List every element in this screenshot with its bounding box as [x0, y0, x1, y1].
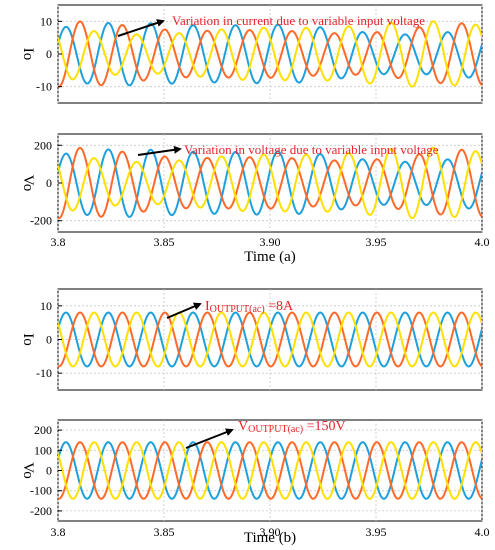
series-line-1 — [58, 311, 482, 368]
series-line-3 — [58, 20, 482, 88]
y-tick-label: -10 — [36, 80, 52, 94]
annotation-arrow — [166, 302, 202, 319]
series-line-3 — [58, 441, 482, 500]
annotation-text: IOUTPUT(ac) =8A — [205, 299, 294, 315]
y-tick-label: -100 — [30, 484, 52, 498]
annotation-arrow — [185, 428, 234, 449]
annotation-sub: OUTPUT(ac) — [248, 424, 303, 435]
x-axis-label: Time (b) — [244, 530, 296, 546]
series-group — [58, 146, 482, 220]
series-group — [58, 441, 482, 500]
y-tick-label: 0 — [46, 47, 52, 61]
annotation-sub: OUTPUT(ac) — [210, 304, 265, 315]
annotation-value: =150V — [303, 419, 346, 434]
y-tick-label: 0 — [46, 464, 52, 478]
annotation-main: I — [205, 299, 210, 314]
y-tick-label: 0 — [46, 176, 52, 190]
y-tick-label: 0 — [46, 333, 52, 347]
annotation-arrow — [137, 145, 182, 156]
x-tick-label: 4.0 — [475, 235, 490, 249]
x-tick-label: 3.85 — [154, 525, 175, 539]
series-line-2 — [58, 20, 482, 88]
series-line-3 — [58, 311, 482, 368]
panel-b-voltage: 200 100 0 -100 -200 Vo 3.8 3.85 3.90 3.95 4.0 Time … — [20, 419, 490, 546]
x-axis-label: Time (a) — [244, 249, 296, 265]
panel-a-current: 10 0 -10 Io Variation in current due to vari… — [20, 4, 483, 104]
x-tick-label: 3.95 — [366, 525, 387, 539]
annotation-arrow — [117, 19, 165, 37]
x-tick-label: 3.90 — [260, 525, 281, 539]
y-tick-label: 200 — [34, 138, 52, 152]
y-axis-label: Io — [20, 333, 36, 346]
series-line-3 — [58, 146, 482, 220]
y-tick-label: -200 — [30, 214, 52, 228]
y-tick-label: 10 — [40, 14, 52, 28]
series-line-2 — [58, 441, 482, 500]
series-line-1 — [58, 441, 482, 500]
x-tick-label: 3.8 — [51, 235, 66, 249]
annotation-value: =8A — [265, 299, 294, 314]
annotation-main: V — [238, 419, 248, 434]
x-tick-label: 4.0 — [475, 525, 490, 539]
panel-a-voltage: 200 0 -200 Vo 3.8 3.85 3.90 3.95 4.0 Time (a) Vari… — [20, 133, 490, 265]
series-group — [58, 20, 482, 88]
y-axis-label: Io — [20, 48, 36, 61]
x-tick-label: 3.8 — [51, 525, 66, 539]
annotation-text: Variation in voltage due to variable inp… — [184, 142, 439, 157]
y-tick-label: -200 — [30, 504, 52, 518]
y-axis-label: Vo — [20, 462, 36, 478]
panel-b-current: 10 0 -10 Io IOUTPUT(ac) =8A — [20, 288, 483, 391]
y-tick-label: 200 — [34, 423, 52, 437]
series-line-2 — [58, 311, 482, 368]
y-tick-label: 100 — [34, 443, 52, 457]
annotation-text: VOUTPUT(ac) =150V — [238, 419, 346, 435]
x-tick-label: 3.85 — [154, 235, 175, 249]
annotation-text: Variation in current due to variable inp… — [172, 13, 425, 28]
y-tick-label: -10 — [36, 366, 52, 380]
y-axis-label: Vo — [20, 175, 36, 191]
y-tick-label: 10 — [40, 299, 52, 313]
series-group — [58, 311, 482, 368]
x-tick-label: 3.95 — [366, 235, 387, 249]
series-line-2 — [58, 146, 482, 220]
x-tick-label: 3.90 — [260, 235, 281, 249]
